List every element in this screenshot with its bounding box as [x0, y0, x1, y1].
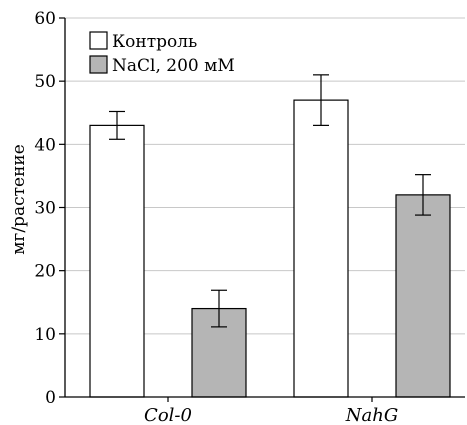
legend: Контроль NaCl, 200 мМ	[89, 31, 235, 76]
y-tick-label: 20	[34, 262, 56, 282]
y-ticks: 0 10 20 30 40 50 60	[34, 9, 65, 408]
bar-col-0-series-1	[89, 124, 145, 398]
legend-label: NaCl, 200 мМ	[112, 56, 235, 76]
x-category-labels: Col-0 NahG	[144, 397, 398, 425]
error-bars	[109, 74, 431, 328]
x-category-label: NahG	[345, 405, 398, 425]
legend-label: Контроль	[112, 32, 197, 52]
legend-swatch	[89, 55, 108, 74]
x-category-label: Col-0	[144, 405, 192, 425]
y-tick-label: 50	[34, 72, 56, 92]
y-tick-label: 10	[34, 325, 56, 345]
y-tick-label: 40	[34, 135, 56, 155]
bar-nahg-series-1	[293, 99, 349, 398]
bar-nahg-series-2	[395, 194, 451, 398]
legend-swatch	[89, 31, 108, 50]
y-axis-label: мг/растение	[9, 144, 29, 255]
y-tick-label: 0	[45, 388, 56, 408]
y-tick-label: 60	[34, 9, 56, 29]
y-tick-label: 30	[34, 199, 56, 219]
